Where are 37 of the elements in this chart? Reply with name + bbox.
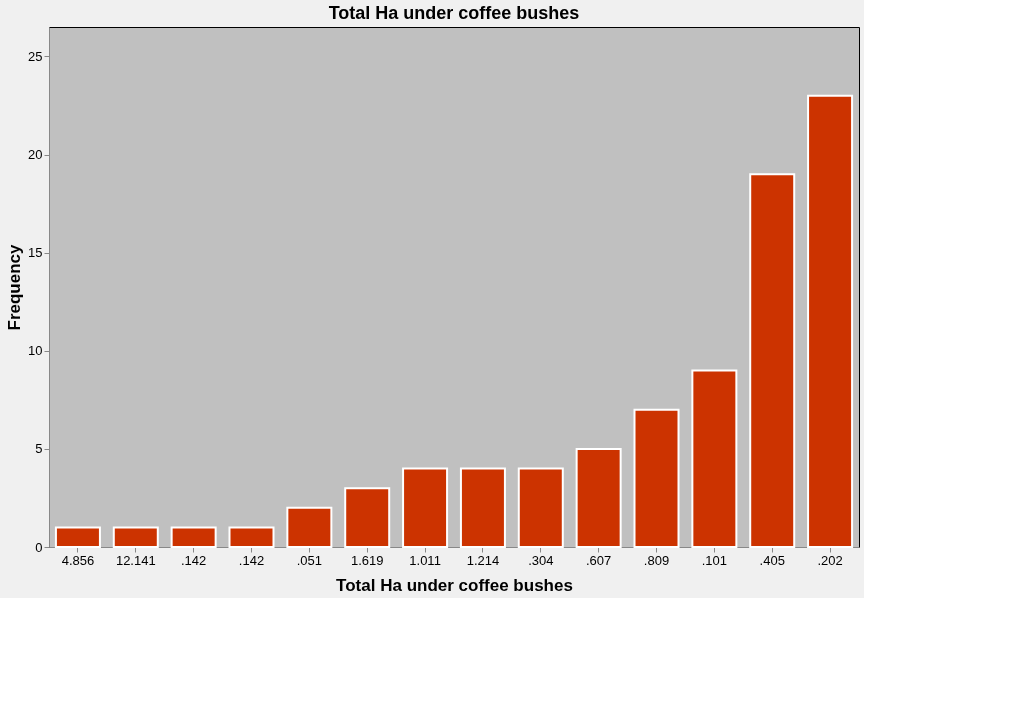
bar <box>402 467 449 548</box>
bar <box>517 467 564 548</box>
x-tick-label: .607 <box>585 552 612 568</box>
x-tick-label: .202 <box>817 552 843 568</box>
x-tick-label: .142 <box>180 552 207 568</box>
x-tick-label: 4.856 <box>61 552 95 568</box>
bar <box>575 447 622 548</box>
bar <box>459 467 506 548</box>
bar <box>749 173 796 548</box>
y-tick-label: 10 <box>28 343 43 359</box>
y-tick-label: 15 <box>28 245 43 261</box>
bar <box>691 369 738 548</box>
x-tick-label: .405 <box>759 552 785 568</box>
bar <box>54 526 101 548</box>
bar <box>807 94 854 548</box>
x-tick-label: .809 <box>643 552 670 568</box>
y-tick-label: 20 <box>28 147 43 163</box>
chart-title: Total Ha under coffee bushes <box>328 3 580 23</box>
bar <box>286 506 333 548</box>
x-tick-label: .304 <box>528 552 554 568</box>
x-axis-title: Total Ha under coffee bushes <box>336 575 573 595</box>
y-axis-title: Frequency <box>5 243 25 331</box>
y-tick-label: 25 <box>28 48 43 64</box>
x-tick-label: .101 <box>701 552 728 568</box>
x-tick-label: .051 <box>296 552 323 568</box>
bar <box>633 408 680 548</box>
bar <box>112 526 159 548</box>
y-tick-label: 0 <box>35 539 43 555</box>
x-tick-label: .142 <box>238 552 265 568</box>
bar <box>170 526 217 548</box>
x-tick-label: 1.214 <box>466 552 500 568</box>
x-tick-label: 1.011 <box>409 552 441 568</box>
y-tick-label: 5 <box>35 441 43 457</box>
bar <box>228 526 275 548</box>
x-tick-label: 1.619 <box>350 552 384 568</box>
bar <box>344 487 391 548</box>
x-tick-label: 12.141 <box>115 552 156 568</box>
